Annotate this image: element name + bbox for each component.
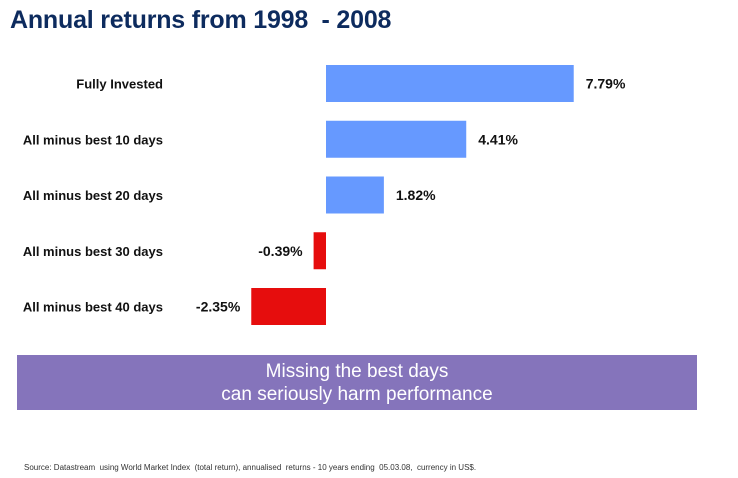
chart-title: Annual returns from 1998 - 2008 [10, 6, 392, 34]
category-label: All minus best 20 days [23, 188, 163, 203]
bar-chart: Fully Invested 7.79% All minus best 10 day… [23, 65, 626, 325]
banner-line-2: can seriously harm performance [221, 383, 493, 405]
category-label: All minus best 40 days [23, 300, 163, 315]
category-label: All minus best 30 days [23, 244, 163, 259]
banner-line-1: Missing the best days [265, 360, 449, 382]
category-label: Fully Invested [76, 77, 163, 92]
value-label: -2.35% [196, 299, 241, 315]
bar-5 [251, 288, 326, 325]
value-label: 1.82% [396, 187, 436, 203]
value-label: 7.79% [586, 76, 626, 92]
category-label: All minus best 10 days [23, 132, 163, 147]
callout-banner: Missing the best days can seriously harm… [17, 355, 697, 410]
source-note: Source: Datastream using World Market In… [24, 463, 477, 472]
value-label: 4.41% [478, 131, 518, 147]
bar-3 [326, 176, 384, 214]
bar-1 [326, 65, 574, 102]
value-label: -0.39% [258, 243, 303, 259]
bar-2 [326, 120, 467, 158]
bar-4 [313, 232, 326, 270]
